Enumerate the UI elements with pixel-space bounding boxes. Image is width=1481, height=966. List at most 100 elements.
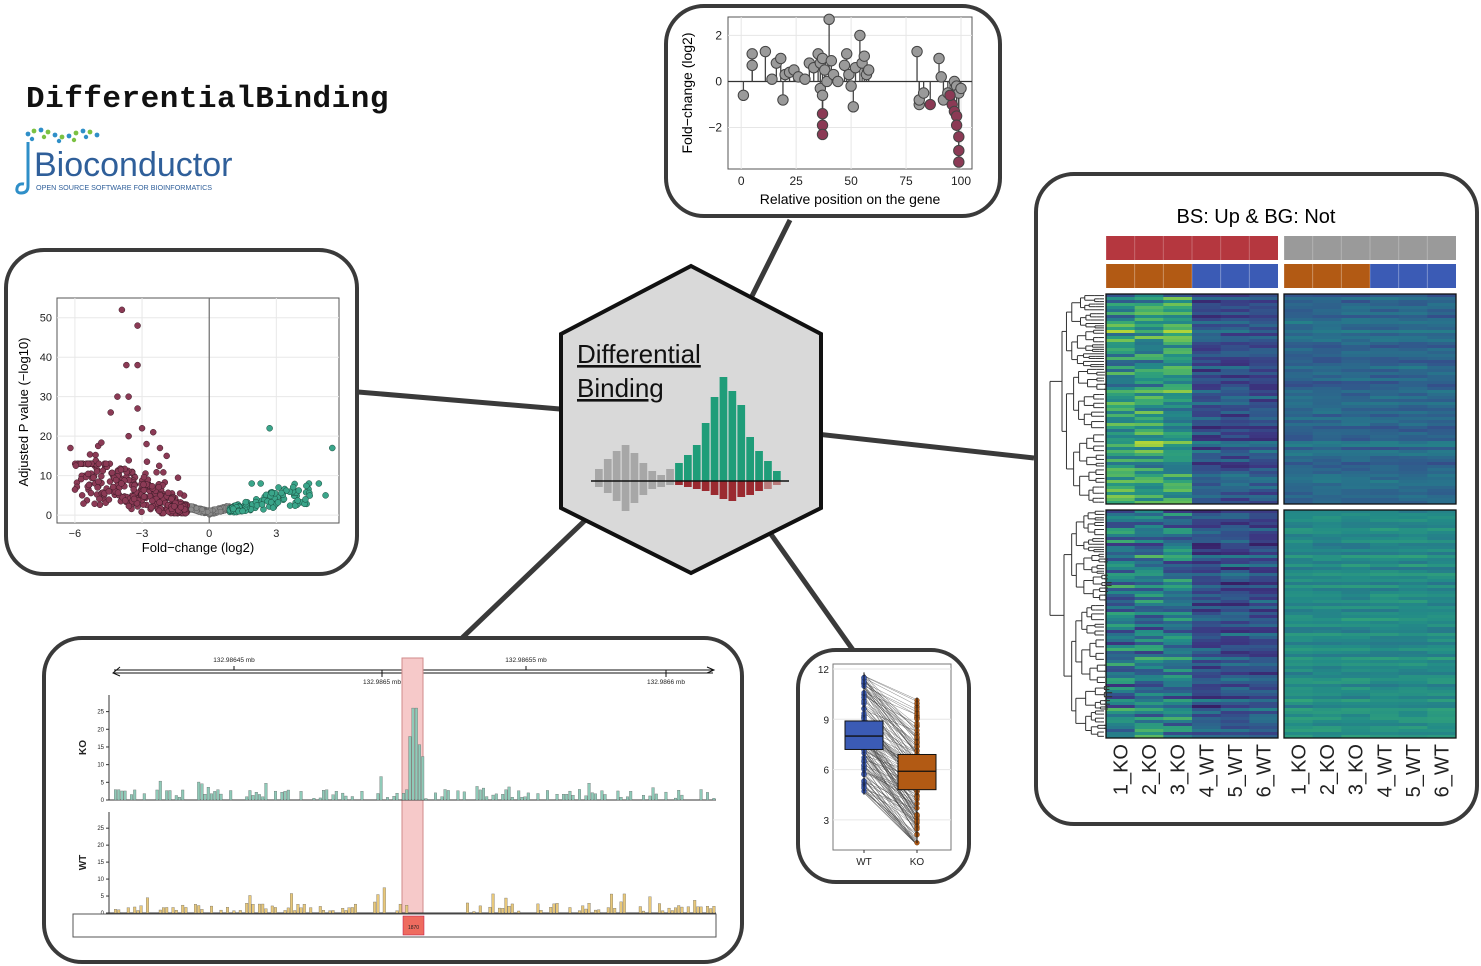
heatmap-cell	[1284, 597, 1314, 601]
heatmap-cell	[1427, 522, 1457, 526]
heatmap-cell	[1312, 480, 1342, 484]
heatmap-cell	[1106, 462, 1136, 466]
heatmap-cell	[1427, 303, 1457, 307]
heatmap-cell	[1398, 528, 1428, 532]
track-bar	[312, 798, 316, 801]
heatmap-cell	[1134, 414, 1164, 418]
heatmap-cell	[1427, 384, 1457, 388]
heatmap-cell	[1284, 360, 1314, 364]
heatmap-cell	[1312, 369, 1342, 373]
heatmap-cell	[1134, 660, 1164, 664]
heatmap-cell	[1220, 324, 1250, 328]
lollipop-point-significant	[953, 131, 965, 143]
heatmap-cell	[1220, 729, 1250, 733]
track-bar	[171, 907, 175, 914]
heatmap-cell	[1370, 459, 1400, 463]
heatmap-cell	[1284, 348, 1314, 352]
heatmap-cell	[1312, 531, 1342, 535]
heatmap-cell	[1106, 363, 1136, 367]
track-bar	[158, 780, 162, 801]
track-name: KO	[78, 740, 89, 755]
heatmap-cell	[1163, 564, 1193, 568]
heatmap-cell	[1106, 381, 1136, 385]
heatmap-cell	[1192, 588, 1222, 592]
heatmap-cell	[1284, 582, 1314, 586]
track-bar	[299, 907, 303, 914]
heatmap-cell	[1312, 498, 1342, 502]
heatmap-cell	[1220, 708, 1250, 712]
heatmap-cell	[1341, 309, 1371, 313]
heatmap-cell	[1106, 309, 1136, 313]
heatmap-cell	[1106, 339, 1136, 343]
heatmap-cell	[1163, 438, 1193, 442]
heatmap-cell	[1249, 714, 1279, 718]
heatmap-cell	[1427, 489, 1457, 493]
heatmap-cell	[1163, 552, 1193, 556]
heatmap-cell	[1249, 699, 1279, 703]
heatmap-cell	[1370, 486, 1400, 490]
heatmap-annot-condition	[1398, 264, 1428, 288]
heatmap-cell	[1163, 369, 1193, 373]
heatmap-cell	[1163, 627, 1193, 631]
heatmap-cell	[1163, 711, 1193, 715]
track-bar	[584, 908, 588, 914]
heatmap-cell	[1106, 603, 1136, 607]
heatmap-cell	[1106, 312, 1136, 316]
heatmap-cell	[1312, 351, 1342, 355]
hub-bar-down	[692, 481, 701, 489]
heatmap-cell	[1163, 339, 1193, 343]
heatmap-cell	[1163, 678, 1193, 682]
heatmap-cell	[1163, 510, 1193, 514]
track-bar	[341, 792, 345, 801]
heatmap-cell	[1106, 597, 1136, 601]
heatmap-cell	[1220, 501, 1250, 505]
heatmap-cell	[1284, 543, 1314, 547]
heatmap-cell	[1284, 723, 1314, 727]
heatmap-cell	[1370, 372, 1400, 376]
heatmap-cell	[1427, 615, 1457, 619]
volcano-point-down	[155, 462, 163, 470]
track-bar	[136, 910, 140, 914]
heatmap-cell	[1284, 690, 1314, 694]
heatmap-cell	[1370, 648, 1400, 652]
track-bar	[520, 796, 524, 801]
heatmap-cell	[1341, 684, 1371, 688]
heatmap-cell	[1284, 333, 1314, 337]
heatmap-cell	[1249, 510, 1279, 514]
heatmap-cell	[1134, 693, 1164, 697]
heatmap-cell	[1427, 462, 1457, 466]
heatmap-cell	[1249, 717, 1279, 721]
heatmap-cell	[1427, 423, 1457, 427]
heatmap-cell	[1220, 387, 1250, 391]
heatmap-cell	[1398, 363, 1428, 367]
heatmap-cell	[1163, 465, 1193, 469]
hub-bar-up	[666, 469, 674, 481]
heatmap-cell	[1312, 543, 1342, 547]
track-bar	[139, 905, 143, 914]
heatmap-cell	[1398, 387, 1428, 391]
heatmap-cell	[1341, 615, 1371, 619]
heatmap-cell	[1341, 375, 1371, 379]
heatmap-cell	[1249, 537, 1279, 541]
track-ytick: 0	[101, 798, 105, 804]
heatmap-cell	[1220, 711, 1250, 715]
heatmap-cell	[1220, 564, 1250, 568]
heatmap-cell	[1312, 603, 1342, 607]
heatmap-cell	[1398, 381, 1428, 385]
heatmap-cell	[1398, 429, 1428, 433]
track-bar	[414, 707, 418, 801]
heatmap-cell	[1427, 363, 1457, 367]
hub-bar-up	[692, 445, 701, 481]
heatmap-cell	[1220, 666, 1250, 670]
track-bar	[552, 903, 556, 914]
heatmap-cell	[1106, 429, 1136, 433]
heatmap-cell	[1370, 681, 1400, 685]
heatmap-cell	[1163, 426, 1193, 430]
heatmap-cell	[1312, 540, 1342, 544]
heatmap-cell	[1284, 636, 1314, 640]
heatmap-cell	[1106, 558, 1136, 562]
heatmap-cell	[1398, 570, 1428, 574]
heatmap-cell	[1427, 564, 1457, 568]
heatmap-cell	[1341, 681, 1371, 685]
heatmap-cell	[1106, 534, 1136, 538]
